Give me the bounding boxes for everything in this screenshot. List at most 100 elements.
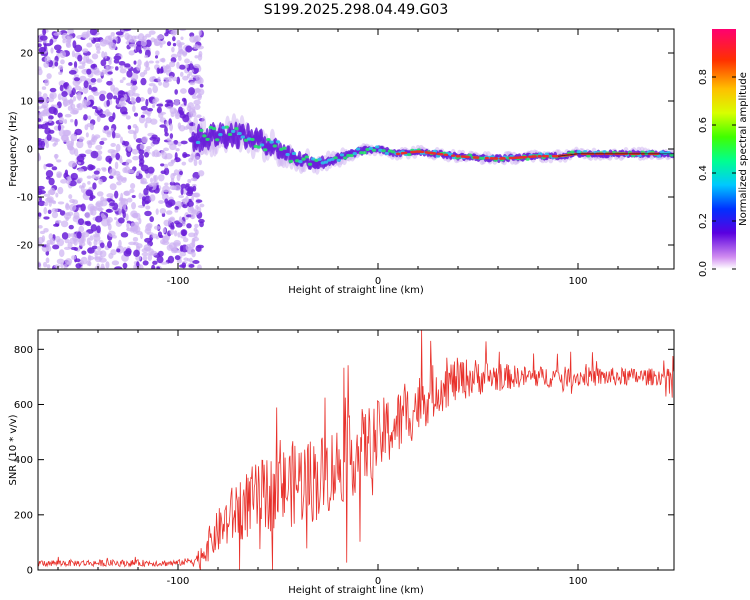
spectrogram-noise-blob [67,145,75,151]
ridge-blob [205,137,210,141]
spectrogram-noise-blob [119,136,124,144]
spectrogram-noise-blob [199,203,205,208]
ridge-blob [227,132,233,137]
spectrogram-noise-blob [146,146,152,150]
spectrogram-noise-blob [89,165,96,170]
spectrogram-noise-blob [152,85,159,94]
spectrogram-noise-blob [156,255,164,264]
spectrogram-noise-blob [193,227,198,232]
spectrogram-noise-blob [89,196,94,201]
spectrogram-noise-blob [167,199,176,207]
spectrogram-noise-blob [44,127,51,135]
ridge-blob [263,148,268,152]
spectrogram-noise-blob [194,104,201,110]
spectrogram-noise-blob [68,70,77,75]
spectrogram-noise-blob [80,256,88,265]
spectrogram-noise-blob [195,204,199,210]
spectrogram-noise-blob [135,138,143,144]
spectrogram-noise-blob [79,177,83,182]
spectrogram-noise-blob [73,211,80,220]
spectrogram-noise-blob [106,99,110,107]
spectrogram-noise-blob [57,93,62,101]
spectrogram-noise-blob [170,159,176,163]
spectrogram-noise-blob [177,122,182,130]
spectrogram-noise-blob [155,50,160,56]
spectrogram-noise-blob [180,36,184,41]
spectrogram-noise-blob [127,125,132,130]
spectrogram-noise-blob [176,39,182,47]
spectrogram-noise-blob [172,29,178,36]
ridge-blob [352,151,357,156]
spectrogram-noise-blob [134,125,139,134]
spectrogram-noise-blob [39,230,46,235]
spectrogram-noise-blob [100,213,105,218]
spectrogram-noise-blob [106,80,113,86]
spectrogram-noise-blob [106,111,112,117]
spectrogram-noise-blob [148,83,156,87]
spectrogram-noise-blob [54,153,58,160]
y-tick-label: 0 [27,566,33,577]
spectrogram-noise-blob [144,151,150,158]
ridge-core [419,150,425,154]
spectrogram-noise-blob [146,222,153,229]
ridge-core [403,151,408,155]
spectrogram-noise-blob [142,255,148,261]
spectrogram-noise-blob [59,84,64,92]
ridge-core [455,154,461,158]
spectrogram-noise-blob [123,141,130,147]
spectrogram-noise-blob [58,71,63,75]
spectrogram-noise-blob [65,138,70,144]
spectrogram-noise-blob [87,254,92,262]
spectrogram-noise-blob [155,60,160,64]
spectrogram-noise-blob [171,46,175,53]
spectrogram-noise-blob [145,172,151,179]
spectrogram-noise-blob [38,118,42,122]
spectrogram-noise-blob [57,112,63,119]
colorbar-tick-label: 0.8 [698,69,709,85]
spectrogram-noise-blob [186,258,190,262]
spectrogram-noise-blob [137,59,142,66]
spectrogram-noise-blob [109,183,117,191]
spectrogram-noise-blob [76,140,84,149]
spectrogram-noise-blob [142,110,149,115]
spectrogram-noise-blob [84,211,91,219]
spectrogram-noise-blob [162,227,167,234]
spectrogram-noise-blob [170,221,175,229]
y-tick-label: -20 [17,241,33,252]
colorbar-gradient [712,29,736,269]
spectrogram-noise-blob [108,60,112,65]
ridge-blob [435,154,441,158]
spectrogram-noise-blob [106,208,112,213]
spectrogram-noise-blob [96,78,101,83]
spectrogram-noise-blob [54,61,59,67]
spectrogram-noise-blob [146,232,154,236]
spectrogram-noise-blob [194,223,199,229]
spectrogram-noise-blob [102,110,106,114]
spectrogram-noise-blob [88,37,94,41]
spectrogram-noise-blob [118,208,123,216]
spectrogram-noise-blob [163,163,169,169]
spectrogram-noise-blob [90,224,98,232]
ridge-blob [199,128,204,132]
spectrogram-noise-blob [43,207,48,215]
spectrogram-noise-blob [81,48,89,53]
spectrogram-noise-blob [115,143,121,152]
spectrogram-noise-blob [175,249,182,253]
spectrogram-noise-blob [133,249,140,257]
spectrogram-noise-blob [86,58,92,63]
spectrogram-noise-blob [99,257,107,263]
spectrogram-noise-blob [111,130,116,139]
spectrogram-noise-blob [38,225,43,229]
spectrogram-noise-blob [173,108,177,114]
spectrogram-noise-blob [119,68,127,74]
spectrogram-noise-blob [182,75,189,81]
ridge-core [523,155,528,159]
spectrogram-noise-blob [60,220,69,228]
spectrogram-noise-blob [58,65,64,70]
spectrogram-noise-blob [152,260,158,265]
spectrogram-noise-blob [155,235,159,240]
spectrogram-x-label: Height of straight line (km) [288,285,424,296]
spectrogram-noise-blob [136,261,140,268]
spectrogram-noise-blob [187,179,192,183]
